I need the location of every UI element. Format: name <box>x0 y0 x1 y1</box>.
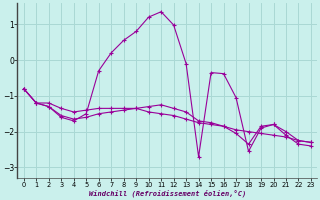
X-axis label: Windchill (Refroidissement éolien,°C): Windchill (Refroidissement éolien,°C) <box>89 190 246 197</box>
